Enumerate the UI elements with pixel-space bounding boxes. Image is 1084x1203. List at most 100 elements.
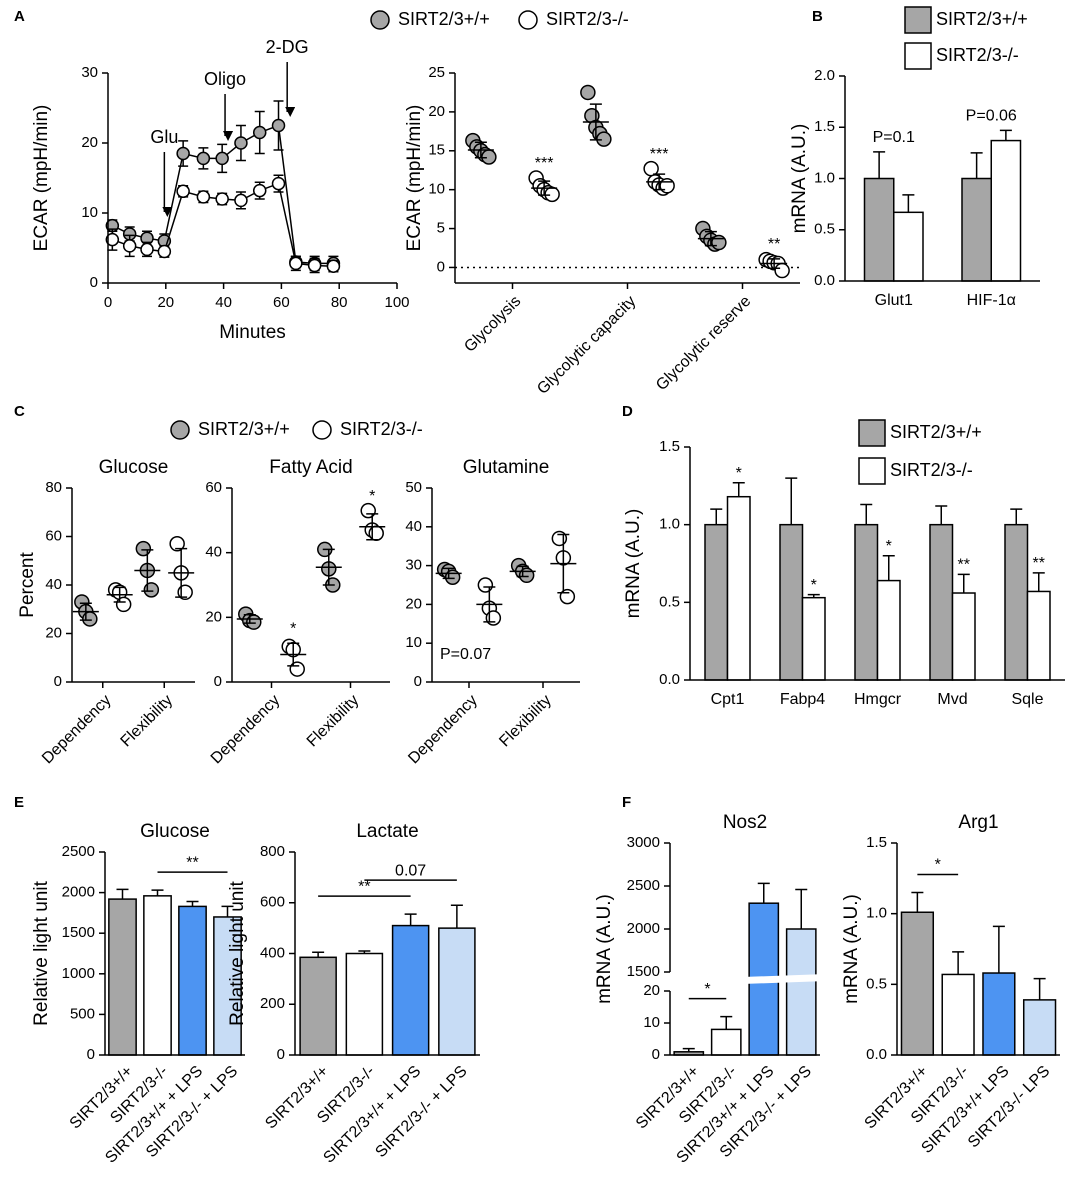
bar bbox=[863, 177, 895, 282]
y-tick-label: 3000 bbox=[627, 834, 660, 851]
y-axis-label: ECAR (mpH/min) bbox=[31, 105, 52, 252]
y-tick-label: 1.5 bbox=[814, 118, 835, 135]
error-bar bbox=[957, 573, 970, 594]
error-bar bbox=[358, 950, 371, 954]
panel-label: C bbox=[14, 403, 25, 420]
y-tick-label: 0.0 bbox=[659, 671, 680, 688]
data-point bbox=[271, 118, 286, 133]
bar bbox=[785, 928, 817, 1056]
annotation: Glu bbox=[150, 127, 178, 147]
x-tick-label: Dependency bbox=[208, 692, 284, 768]
y-tick-label: 0 bbox=[90, 274, 98, 291]
bar bbox=[1004, 523, 1029, 681]
data-point bbox=[82, 611, 98, 627]
error-bar bbox=[312, 951, 325, 958]
bar bbox=[951, 592, 976, 681]
data-point bbox=[596, 131, 612, 147]
data-point bbox=[477, 577, 494, 593]
bar bbox=[108, 898, 137, 1056]
y-tick-label: 10 bbox=[81, 204, 98, 221]
data-point bbox=[135, 540, 152, 557]
error-bar bbox=[970, 152, 983, 179]
y-tick-label: 30 bbox=[81, 64, 98, 81]
y-tick-label: 60 bbox=[45, 527, 62, 544]
legend-marker bbox=[170, 420, 190, 440]
data-point bbox=[518, 567, 535, 584]
bar bbox=[779, 523, 804, 681]
y-tick-label: 20 bbox=[205, 608, 222, 625]
data-point bbox=[271, 176, 286, 191]
error-bar bbox=[785, 477, 798, 525]
data-point bbox=[774, 262, 790, 279]
x-tick-label: 80 bbox=[331, 294, 348, 311]
data-point bbox=[289, 256, 303, 271]
y-tick-label: 2500 bbox=[62, 843, 95, 860]
x-tick-label: Cpt1 bbox=[711, 691, 745, 708]
y-tick-label: 1.0 bbox=[866, 905, 887, 922]
y-tick-label: 0 bbox=[54, 673, 62, 690]
y-tick-label: 20 bbox=[643, 982, 660, 999]
y-tick-label: 1.5 bbox=[659, 438, 680, 455]
significance: ** bbox=[768, 236, 780, 253]
y-tick-label: 60 bbox=[205, 479, 222, 496]
error-bar bbox=[186, 900, 199, 907]
significance: * bbox=[290, 620, 296, 637]
error-bar bbox=[873, 151, 886, 179]
bar bbox=[1026, 590, 1051, 681]
y-tick-label: 0 bbox=[277, 1046, 285, 1063]
panel-label: A bbox=[14, 8, 25, 25]
error-bar bbox=[757, 882, 770, 904]
y-tick-label: 10 bbox=[405, 634, 422, 651]
bar bbox=[710, 1028, 742, 1056]
data-point bbox=[215, 192, 229, 206]
chart-title: Fatty Acid bbox=[269, 457, 352, 478]
bar bbox=[213, 916, 242, 1056]
x-tick-label: 100 bbox=[384, 294, 409, 311]
data-point bbox=[485, 610, 502, 626]
significance: *** bbox=[650, 146, 669, 163]
y-axis-label: Percent bbox=[17, 552, 38, 618]
data-point bbox=[115, 596, 132, 613]
x-tick-label: Dependency bbox=[405, 692, 481, 768]
annotation: P=0.07 bbox=[440, 646, 491, 663]
legend-label: SIRT2/3-/- bbox=[936, 45, 1019, 65]
y-tick-label: 10 bbox=[428, 181, 445, 198]
data-point bbox=[157, 244, 172, 259]
y-tick-label: 5 bbox=[437, 220, 445, 237]
data-point bbox=[307, 258, 322, 273]
y-axis-label: ECAR (mpH/min) bbox=[404, 105, 425, 252]
panel-label: E bbox=[14, 794, 24, 811]
y-tick-label: 20 bbox=[428, 103, 445, 120]
bar bbox=[438, 927, 476, 1056]
bar bbox=[391, 924, 430, 1056]
data-point bbox=[580, 84, 596, 101]
legend-marker bbox=[858, 419, 886, 447]
data-point bbox=[196, 151, 211, 166]
y-tick-label: 40 bbox=[45, 576, 62, 593]
error-bar bbox=[1032, 572, 1045, 592]
panel-label: D bbox=[622, 403, 633, 420]
legend-marker bbox=[518, 10, 538, 30]
y-axis-label: Relative light unit bbox=[31, 880, 52, 1025]
data-point bbox=[196, 190, 211, 204]
data-point bbox=[659, 178, 675, 194]
y-tick-label: 0 bbox=[652, 1046, 660, 1063]
y-tick-label: 0 bbox=[87, 1046, 95, 1063]
error-bar bbox=[882, 554, 895, 581]
bar bbox=[900, 911, 935, 1056]
x-tick-label: Hmgcr bbox=[854, 691, 902, 708]
y-tick-label: 500 bbox=[70, 1005, 95, 1022]
x-axis-label: Minutes bbox=[219, 322, 286, 343]
x-tick-label: 60 bbox=[273, 294, 290, 311]
error-bar bbox=[795, 888, 808, 929]
x-tick-label: Dependency bbox=[39, 692, 115, 768]
chart-title: Nos2 bbox=[723, 812, 767, 833]
y-tick-label: 1000 bbox=[62, 965, 95, 982]
x-tick-label: Flexibility bbox=[496, 692, 555, 751]
annotation: Oligo bbox=[204, 69, 246, 89]
x-tick-label: Flexibility bbox=[304, 692, 363, 751]
x-tick-label: Glycolytic capacity bbox=[534, 293, 639, 398]
y-tick-label: 50 bbox=[405, 479, 422, 496]
error-bar bbox=[1010, 508, 1023, 525]
chart-title: Lactate bbox=[356, 821, 418, 842]
